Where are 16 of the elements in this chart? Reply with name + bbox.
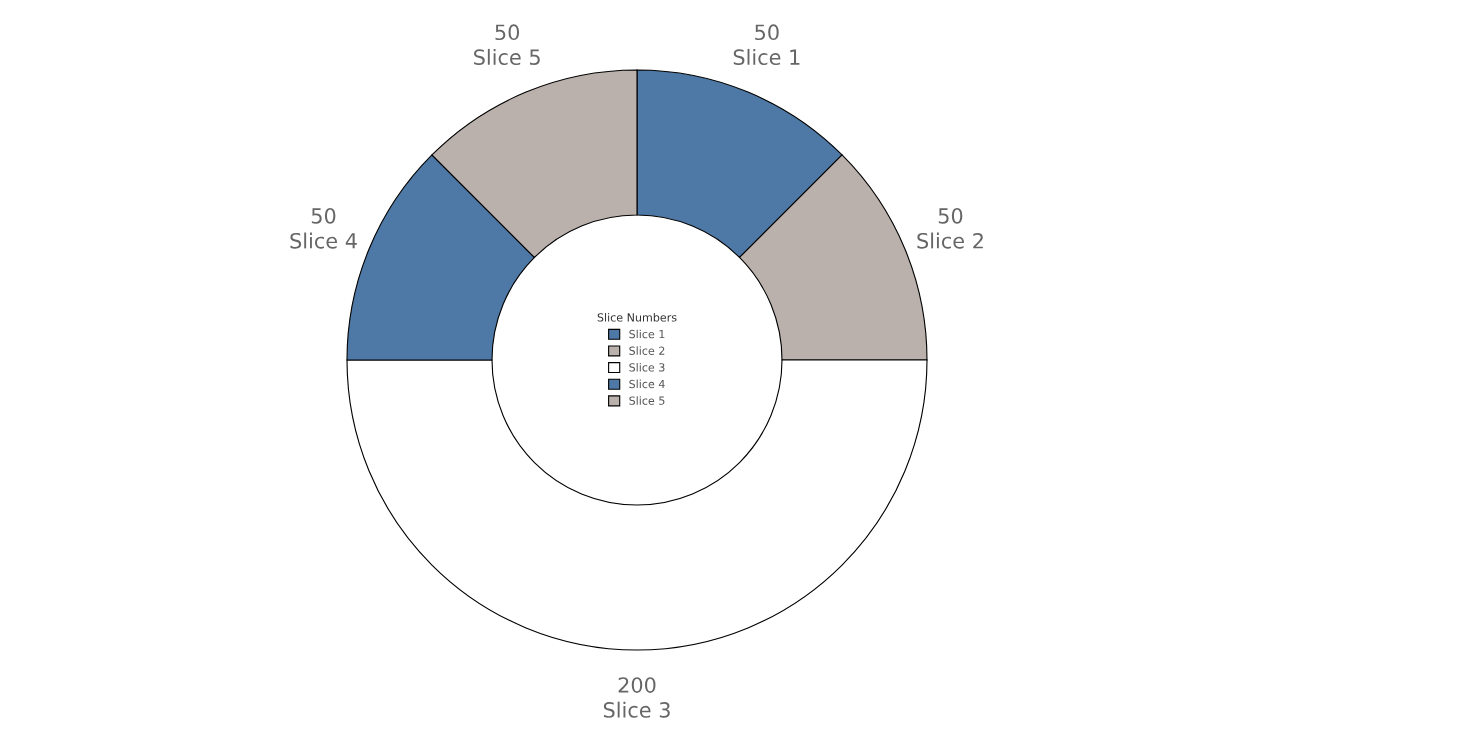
data-label: 50 [938,207,963,224]
data-label: 200 [618,677,656,693]
data-label: 50 [495,24,520,41]
legend-title: Slice Numbers [597,313,677,322]
category-label: Slice 1 [733,48,800,66]
legend-label: Slice 1 [629,329,665,339]
slice-label: Slice 2 [917,232,983,249]
category-label: Slice 4 [290,232,357,249]
data-label: 50 [755,24,779,41]
legend-label: Slice 4 [629,379,665,389]
legend-label: Slice 3 [629,362,665,372]
legend-label: Slice 2 [629,346,665,355]
slice-label: Slice 5 [474,48,540,66]
data-label: 50 [311,207,336,224]
legend-label: Slice 5 [629,396,665,405]
slice-label: Slice 3 [603,701,670,718]
